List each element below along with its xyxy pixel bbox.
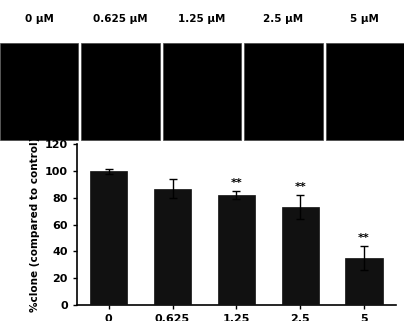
Text: 1.25 μM: 1.25 μM: [178, 14, 226, 24]
Text: **: **: [358, 233, 370, 243]
Bar: [326, 43, 404, 140]
Y-axis label: %clone (compared to control): %clone (compared to control): [30, 137, 40, 312]
Text: **: **: [230, 178, 242, 188]
Bar: [82, 43, 160, 140]
Bar: [244, 43, 322, 140]
Bar: [0, 43, 78, 140]
Text: 2.5 μM: 2.5 μM: [263, 14, 303, 24]
Bar: [163, 43, 241, 140]
Text: 0.625 μM: 0.625 μM: [93, 14, 148, 24]
Bar: [154, 189, 191, 305]
Bar: [282, 207, 319, 305]
Text: 5 μM: 5 μM: [350, 14, 379, 24]
Bar: [90, 171, 127, 305]
Bar: [218, 195, 255, 305]
Text: 0 μM: 0 μM: [25, 14, 54, 24]
Bar: [345, 258, 383, 305]
Text: **: **: [294, 182, 306, 192]
